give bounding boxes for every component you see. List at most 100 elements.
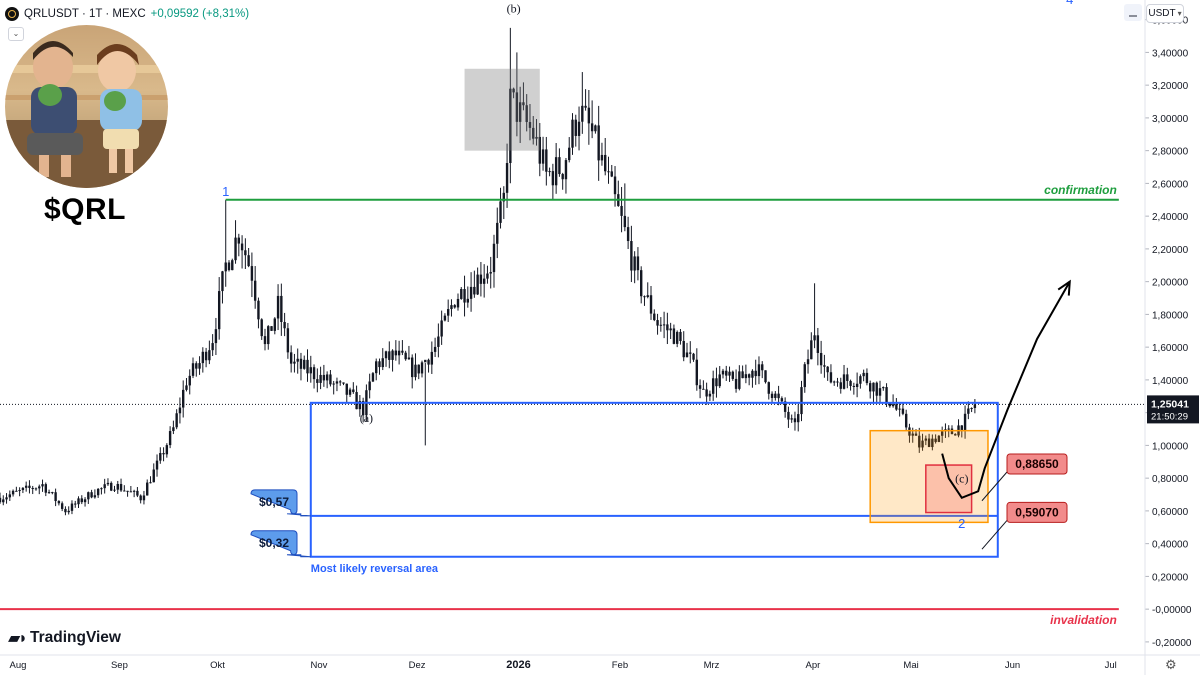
candle-body bbox=[270, 326, 273, 331]
gear-icon[interactable]: ⚙ bbox=[1165, 657, 1177, 672]
tradingview-logo-text: TradingView bbox=[29, 629, 121, 646]
candle-body bbox=[375, 361, 378, 374]
candle-body bbox=[793, 418, 797, 423]
y-tick-label: 1,40000 bbox=[1152, 376, 1189, 387]
candle-body bbox=[967, 408, 970, 414]
candle-body bbox=[803, 364, 806, 388]
candle-body bbox=[502, 192, 505, 202]
candle-body bbox=[679, 331, 682, 342]
candle-body bbox=[816, 335, 820, 353]
candle-body bbox=[600, 154, 604, 161]
minimize-icon[interactable] bbox=[1124, 4, 1142, 21]
candle-body bbox=[908, 427, 911, 436]
candle-body bbox=[463, 289, 466, 303]
candle-body bbox=[116, 483, 119, 490]
candle-body bbox=[198, 363, 201, 369]
grey-zone-box bbox=[464, 68, 540, 151]
price-tag-pointer bbox=[981, 471, 1008, 502]
y-tick-label: 2,80000 bbox=[1152, 147, 1189, 158]
candle-body bbox=[689, 352, 692, 354]
y-tick-label: 0,80000 bbox=[1152, 474, 1189, 485]
candle-body bbox=[800, 387, 803, 415]
candle-body bbox=[633, 256, 636, 271]
candle-body bbox=[885, 387, 888, 404]
candle-body bbox=[607, 171, 610, 173]
candle-body bbox=[659, 324, 663, 326]
candle-body bbox=[548, 171, 551, 173]
candle-body bbox=[67, 510, 70, 513]
candle-body bbox=[57, 501, 61, 504]
candle-body bbox=[267, 326, 270, 345]
candle-body bbox=[427, 359, 430, 365]
x-tick-label: Nov bbox=[311, 660, 328, 671]
candle-body bbox=[734, 378, 738, 389]
candle-body bbox=[718, 374, 721, 387]
candle-body bbox=[577, 121, 581, 136]
candle-body bbox=[620, 205, 623, 216]
candle-body bbox=[780, 398, 784, 402]
candle-body bbox=[325, 374, 329, 381]
candle-body bbox=[666, 324, 669, 331]
y-tick-label: 1,80000 bbox=[1152, 310, 1189, 321]
candle-body bbox=[626, 227, 630, 242]
candle-body bbox=[921, 440, 924, 448]
candle-body bbox=[790, 418, 793, 420]
candle-body bbox=[394, 350, 398, 356]
candle-body bbox=[368, 381, 371, 391]
candle-body bbox=[738, 371, 741, 389]
candle-body bbox=[80, 498, 83, 503]
candle-body bbox=[862, 372, 865, 377]
candle-body bbox=[895, 404, 898, 410]
candle-body bbox=[119, 483, 123, 491]
symbol-title[interactable]: QRLUSDT · 1T · MEXC bbox=[24, 8, 146, 20]
symbol-header[interactable]: QRLUSDT · 1T · MEXC +0,09592 (+8,31%) bbox=[5, 5, 249, 23]
candle-body bbox=[813, 335, 816, 341]
candle-body bbox=[482, 278, 486, 284]
candle-body bbox=[378, 361, 381, 368]
level-label: $0,57 bbox=[259, 495, 289, 509]
x-tick-label: Okt bbox=[210, 660, 225, 671]
price-tag-label: 0,59070 bbox=[1015, 505, 1059, 519]
candle-body bbox=[839, 382, 842, 389]
candle-body bbox=[113, 489, 116, 491]
candle-body bbox=[47, 492, 51, 494]
candle-body bbox=[672, 328, 676, 344]
candle-body bbox=[41, 484, 44, 487]
candle-body bbox=[126, 490, 129, 492]
chevron-down-icon[interactable]: ⌄ bbox=[8, 27, 24, 41]
candle-body bbox=[371, 373, 375, 382]
candle-body bbox=[865, 372, 869, 384]
candle-body bbox=[532, 127, 535, 139]
level-label: $0,32 bbox=[259, 536, 289, 550]
candle-body bbox=[640, 270, 643, 297]
candle-body bbox=[34, 488, 38, 490]
candle-body bbox=[168, 431, 172, 446]
currency-selector[interactable]: USDT bbox=[1146, 4, 1184, 23]
candle-body bbox=[878, 388, 882, 396]
candle-body bbox=[211, 343, 214, 351]
candle-body bbox=[551, 171, 555, 186]
candle-body bbox=[574, 119, 577, 136]
tradingview-logo[interactable]: ▰◗ TradingView bbox=[8, 628, 121, 648]
candle-body bbox=[21, 487, 25, 491]
candle-body bbox=[973, 404, 977, 409]
avatar-illustration bbox=[5, 41, 168, 188]
candle-body bbox=[132, 490, 136, 492]
candle-body bbox=[217, 291, 221, 330]
candle-body bbox=[240, 243, 244, 251]
candle-body bbox=[568, 147, 571, 161]
candle-body bbox=[361, 401, 365, 416]
candle-body bbox=[165, 445, 169, 455]
candle-body bbox=[509, 88, 512, 164]
candle-body bbox=[433, 346, 437, 352]
candle-body bbox=[852, 385, 856, 387]
candle-body bbox=[761, 364, 764, 371]
projected-path bbox=[941, 281, 1071, 500]
candle-body bbox=[777, 393, 780, 399]
candle-body bbox=[806, 359, 810, 365]
price-tag-label: 0,88650 bbox=[1015, 457, 1059, 471]
ticker-overlay-label: $QRL bbox=[44, 193, 127, 226]
candle-body bbox=[744, 374, 748, 379]
